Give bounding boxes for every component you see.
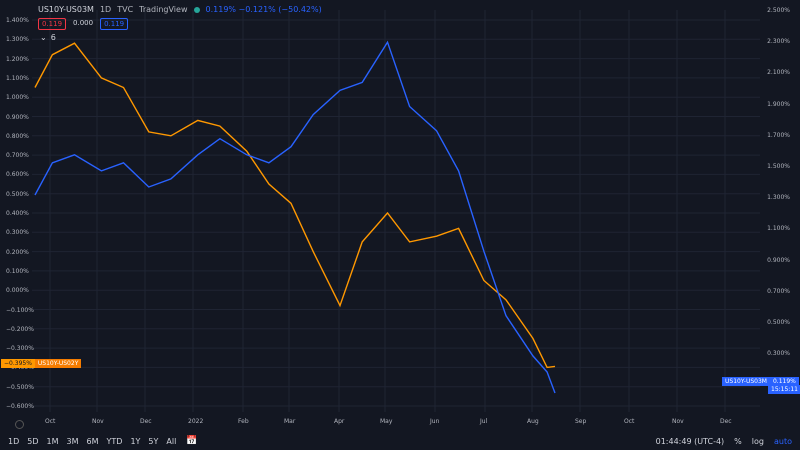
- time-axis-tick: Nov: [92, 418, 104, 425]
- left-axis-tick: 1.400%: [6, 17, 29, 24]
- right-axis-tick: 1.100%: [767, 225, 790, 233]
- right-axis-tick: 2.300%: [767, 38, 790, 46]
- spread-badge: 0.000: [73, 19, 94, 27]
- left-axis-tick: −0.300%: [6, 345, 34, 353]
- auto-toggle[interactable]: auto: [773, 436, 792, 446]
- left-axis-tick: −0.200%: [6, 325, 34, 333]
- right-axis-tick: 0.700%: [767, 287, 790, 295]
- log-toggle[interactable]: log: [751, 436, 764, 446]
- left-axis-tick: −0.100%: [6, 306, 34, 314]
- left-axis-tick: 0.600%: [6, 171, 29, 179]
- time-axis-tick: Nov: [672, 418, 684, 425]
- chevron-down-icon[interactable]: ⌄: [40, 33, 47, 42]
- legend-interval: 1D: [99, 5, 112, 14]
- right-axis-tick: 0.900%: [767, 256, 790, 264]
- left-axis-tick: 0.700%: [6, 152, 29, 160]
- right-tag-countdown: 15:15:11: [768, 385, 800, 394]
- percent-toggle[interactable]: %: [734, 436, 742, 446]
- bottom-toolbar: 1D 5D 1M 3M 6M YTD 1Y 5Y All 📅 01:44:49 (UTC-4) …: [0, 432, 800, 450]
- left-axis-tick: 0.400%: [6, 210, 29, 217]
- right-axis-tick: 1.500%: [767, 163, 790, 170]
- timeframe-5d[interactable]: 5D: [27, 436, 39, 446]
- indicators-count: 6: [50, 33, 56, 42]
- right-tag-value: 0.119%: [769, 377, 799, 386]
- price-badges: 0.119 0.000 0.119: [38, 18, 129, 30]
- timeframe-all[interactable]: All: [166, 436, 177, 446]
- chart-legend: US10Y-US03M 1D TVC TradingView 0.119% −0…: [38, 5, 322, 14]
- timeframe-ytd[interactable]: YTD: [106, 436, 123, 446]
- timezone-icon[interactable]: [15, 420, 24, 429]
- left-axis-tick: 0.100%: [6, 267, 29, 275]
- legend-exchange: TVC: [117, 5, 134, 14]
- right-series-tag: US10Y-US03M 0.119% 15:15:11: [722, 377, 800, 394]
- right-axis-tick: 1.900%: [767, 100, 790, 108]
- timeframe-5y[interactable]: 5Y: [148, 436, 159, 446]
- legend-symbol[interactable]: US10Y-US03M: [38, 5, 94, 14]
- time-axis-tick: Sep: [575, 418, 587, 425]
- time-axis-tick: Mar: [284, 418, 296, 425]
- left-axis-tick: 1.000%: [6, 94, 29, 102]
- timeframe-1m[interactable]: 1M: [46, 436, 59, 446]
- time-axis-tick: Oct: [45, 418, 56, 425]
- indicators-toggle[interactable]: ⌄ 6: [40, 33, 56, 42]
- series-line-us10y-us02y: [34, 42, 556, 369]
- left-axis-tick: 0.300%: [6, 229, 29, 237]
- left-tag-name: US10Y-US02Y: [34, 359, 82, 368]
- left-series-tag: −0.395% US10Y-US02Y: [1, 359, 82, 368]
- right-axis-tick: 1.700%: [767, 131, 790, 139]
- right-axis-tick: 1.300%: [767, 194, 790, 202]
- ask-badge[interactable]: 0.119: [100, 18, 129, 30]
- timeframe-1y[interactable]: 1Y: [130, 436, 141, 446]
- timeframe-1d[interactable]: 1D: [8, 436, 20, 446]
- left-axis-tick: −0.500%: [6, 383, 34, 391]
- time-axis-tick: Feb: [238, 418, 249, 425]
- right-axis-tick: 0.500%: [767, 319, 790, 326]
- time-axis-tick: Dec: [140, 418, 152, 425]
- left-axis-tick: 0.000%: [6, 287, 29, 295]
- left-tag-value: −0.395%: [1, 359, 35, 368]
- time-axis-tick: Aug: [527, 418, 539, 425]
- bid-badge[interactable]: 0.119: [38, 18, 67, 30]
- left-axis-tick: 1.200%: [6, 55, 29, 63]
- left-axis-tick: 1.300%: [6, 36, 29, 44]
- left-axis-tick: 0.200%: [6, 248, 29, 256]
- right-axis-tick: 2.100%: [767, 69, 790, 77]
- timeframe-6m[interactable]: 6M: [86, 436, 99, 446]
- right-axis-tick: 2.500%: [767, 7, 790, 14]
- time-axis-tick: Apr: [334, 418, 345, 425]
- time-axis-tick: Oct: [624, 418, 635, 425]
- clock[interactable]: 01:44:49 (UTC-4): [655, 436, 725, 446]
- legend-change: 0.119% −0.121% (−50.42%): [205, 5, 322, 14]
- grid: [32, 10, 760, 412]
- time-axis-tick: 2022: [188, 418, 204, 425]
- left-axis-tick: 1.100%: [6, 74, 29, 82]
- legend-source: TradingView: [139, 5, 188, 14]
- time-axis-tick: Dec: [720, 418, 732, 425]
- time-axis-tick: May: [380, 418, 393, 425]
- left-axis-tick: 0.900%: [6, 113, 29, 121]
- market-status-icon: [193, 6, 200, 13]
- right-tag-name: US10Y-US03M: [722, 377, 770, 386]
- left-axis-tick: −0.600%: [6, 403, 34, 410]
- series-lines: [34, 40, 556, 394]
- series-line-us10y-us03m: [34, 40, 556, 394]
- timeframe-3m[interactable]: 3M: [66, 436, 79, 446]
- right-axis-tick: 0.300%: [767, 350, 790, 358]
- time-axis-tick: Jun: [430, 418, 440, 425]
- left-axis-tick: 0.500%: [6, 190, 29, 198]
- time-axis-tick: Jul: [480, 418, 488, 425]
- calendar-icon[interactable]: 📅: [186, 436, 198, 446]
- timeframe-buttons: 1D 5D 1M 3M 6M YTD 1Y 5Y All: [8, 437, 176, 446]
- left-axis-tick: 0.800%: [6, 132, 29, 140]
